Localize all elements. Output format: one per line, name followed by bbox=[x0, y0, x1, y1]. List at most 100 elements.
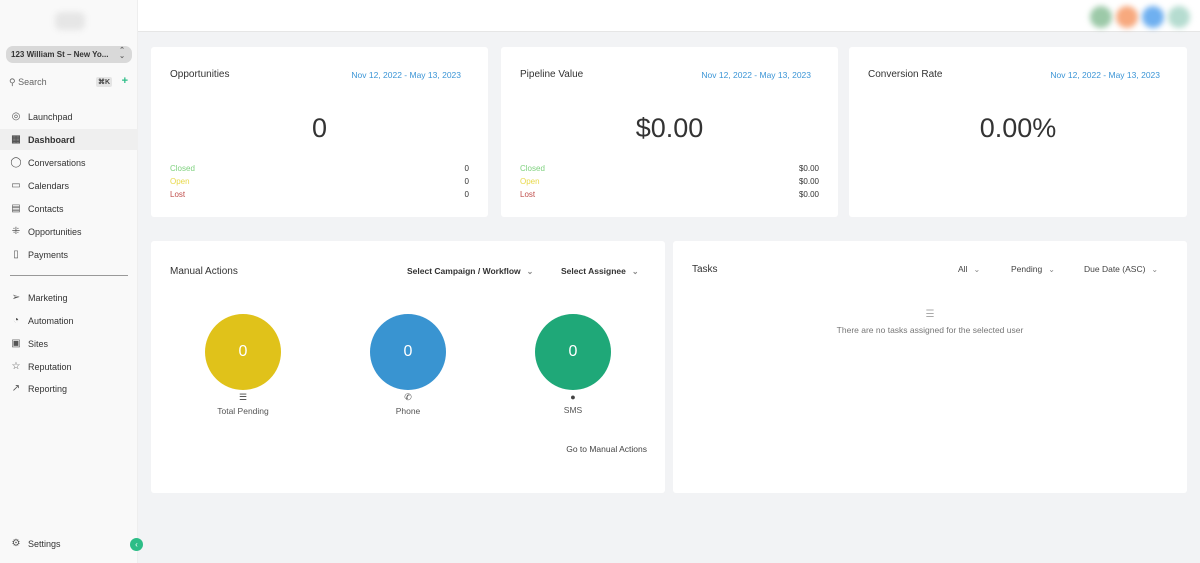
stat-row-open: Open 0 bbox=[170, 177, 469, 190]
chevron-down-icon: ⌄ bbox=[526, 267, 534, 276]
nav-label: Calendars bbox=[28, 180, 70, 191]
nav-label: Contacts bbox=[28, 203, 64, 214]
card-title: Conversion Rate bbox=[868, 69, 943, 80]
avatar[interactable] bbox=[1168, 6, 1190, 28]
sms-icon: ● bbox=[570, 392, 576, 402]
card-title: Tasks bbox=[692, 264, 718, 275]
automation-icon: ◔ bbox=[12, 315, 20, 326]
conversion-rate-card: Conversion Rate Nov 12, 2022 - May 13, 2… bbox=[849, 47, 1187, 217]
phone-circle[interactable]: 0 bbox=[370, 314, 446, 390]
nav-label: Reporting bbox=[28, 383, 68, 394]
row-label: Closed bbox=[520, 164, 545, 173]
sort-select[interactable]: Due Date (ASC) ⌄ bbox=[1084, 264, 1158, 274]
sidebar-item-sites[interactable]: ▣ Sites bbox=[0, 333, 138, 354]
row-label: Closed bbox=[170, 164, 195, 173]
stat-row-lost: Lost 0 bbox=[170, 190, 469, 203]
chevron-down-icon: ⌄ bbox=[973, 265, 981, 274]
select-label: All bbox=[958, 264, 968, 274]
stat-value: 0 bbox=[311, 113, 328, 143]
nav-label: Sites bbox=[28, 338, 49, 349]
chevron-down-icon: ⌄ bbox=[1151, 265, 1159, 274]
location-switcher[interactable]: 123 William St – New Yo... ⌃ ⌄ bbox=[6, 46, 132, 63]
card-title: Manual Actions bbox=[170, 266, 238, 277]
nav-label: Marketing bbox=[28, 292, 68, 303]
sites-icon: ▣ bbox=[11, 338, 21, 349]
nav-label: Dashboard bbox=[28, 134, 76, 145]
grid-icon: ▦ bbox=[11, 134, 21, 145]
card-title: Opportunities bbox=[170, 69, 230, 80]
nav-label: Launchpad bbox=[28, 111, 73, 122]
sidebar: 123 William St – New Yo... ⌃ ⌄ ⚲ Search ⌘K +… bbox=[0, 0, 138, 563]
user-filter[interactable]: All ⌄ bbox=[958, 264, 980, 274]
sidebar-item-reputation[interactable]: ☆ Reputation bbox=[0, 356, 138, 377]
search-input[interactable]: ⚲ Search ⌘K + bbox=[6, 74, 132, 90]
row-value: 0 bbox=[464, 164, 469, 173]
star-icon: ☆ bbox=[11, 361, 21, 372]
list-icon: ☰ bbox=[238, 392, 248, 402]
sidebar-item-calendars[interactable]: ▭ Calendars bbox=[0, 175, 138, 196]
avatar[interactable] bbox=[1090, 6, 1112, 28]
sidebar-item-contacts[interactable]: ▤ Contacts bbox=[0, 198, 138, 219]
stat-row-closed: Closed 0 bbox=[170, 164, 469, 177]
select-label: Select Assignee bbox=[561, 266, 626, 276]
status-filter[interactable]: Pending ⌄ bbox=[1011, 264, 1055, 274]
rocket-icon: ◎ bbox=[11, 111, 21, 122]
search-placeholder: Search bbox=[18, 77, 47, 87]
tasks-card: Tasks All ⌄ Pending ⌄ Due Date (ASC) ⌄ ☰ Th… bbox=[673, 241, 1187, 493]
nav-label: Payments bbox=[28, 249, 69, 260]
chevron-down-icon: ⌄ bbox=[631, 267, 639, 276]
sidebar-divider bbox=[10, 275, 128, 276]
sidebar-item-marketing[interactable]: ➢ Marketing bbox=[0, 287, 138, 308]
sidebar-item-reporting[interactable]: ↗ Reporting bbox=[0, 378, 138, 399]
total-pending-circle[interactable]: 0 bbox=[205, 314, 281, 390]
assignee-select[interactable]: Select Assignee ⌄ bbox=[561, 266, 639, 276]
stat-value: 0.00% bbox=[979, 113, 1057, 143]
sidebar-item-dashboard[interactable]: ▦ Dashboard bbox=[0, 129, 138, 150]
nav-label: Settings bbox=[28, 538, 61, 549]
row-value: $0.00 bbox=[798, 177, 819, 186]
select-label: Due Date (ASC) bbox=[1084, 264, 1146, 274]
calendar-icon: ▭ bbox=[11, 180, 21, 191]
row-label: Open bbox=[170, 177, 190, 186]
sidebar-item-settings[interactable]: ⚙ Settings bbox=[0, 533, 138, 554]
nav-label: Reputation bbox=[28, 361, 72, 372]
sidebar-item-automation[interactable]: ◔ Automation bbox=[0, 310, 138, 331]
nav-label: Automation bbox=[28, 315, 74, 326]
opportunities-card: Opportunities Nov 12, 2022 - May 13, 202… bbox=[151, 47, 488, 217]
select-label: Pending bbox=[1011, 264, 1043, 274]
avatar[interactable] bbox=[1116, 6, 1138, 28]
stat-row-open: Open $0.00 bbox=[520, 177, 819, 190]
chat-icon: ◯ bbox=[10, 157, 22, 168]
sidebar-item-payments[interactable]: ▯ Payments bbox=[0, 244, 138, 265]
collapse-sidebar-button[interactable]: ‹ bbox=[130, 538, 143, 551]
nav-label: Conversations bbox=[28, 157, 86, 168]
sidebar-item-opportunities[interactable]: ⁜ Opportunities bbox=[0, 221, 138, 242]
quick-add-button[interactable]: + bbox=[121, 75, 128, 87]
campaign-select[interactable]: Select Campaign / Workflow ⌄ bbox=[407, 266, 533, 276]
sidebar-item-launchpad[interactable]: ◎ Launchpad bbox=[0, 106, 138, 127]
send-icon: ➢ bbox=[11, 292, 21, 303]
date-range[interactable]: Nov 12, 2022 - May 13, 2023 bbox=[1050, 70, 1160, 80]
circle-label: Total Pending bbox=[217, 406, 269, 416]
search-icon: ⚲ bbox=[9, 77, 16, 87]
manual-actions-card: Manual Actions Select Campaign / Workflo… bbox=[151, 241, 665, 493]
date-range[interactable]: Nov 12, 2022 - May 13, 2023 bbox=[351, 70, 461, 80]
go-to-manual-actions-link[interactable]: Go to Manual Actions bbox=[566, 444, 647, 454]
phone-label: ✆ Phone bbox=[358, 392, 458, 416]
total-pending-label: ☰ Total Pending bbox=[193, 392, 293, 416]
sms-label: ● SMS bbox=[523, 392, 623, 415]
updown-icon: ⌃ ⌄ bbox=[119, 47, 125, 60]
location-label: 123 William St – New Yo... bbox=[11, 50, 109, 59]
circle-label: SMS bbox=[563, 405, 583, 415]
gear-icon: ⚙ bbox=[11, 538, 21, 549]
empty-state-message: There are no tasks assigned for the sele… bbox=[836, 325, 1024, 335]
card-title: Pipeline Value bbox=[520, 69, 584, 80]
row-value: 0 bbox=[464, 190, 469, 199]
chevron-down-icon: ⌄ bbox=[1048, 265, 1055, 274]
sidebar-item-conversations[interactable]: ◯ Conversations bbox=[0, 152, 138, 173]
avatar[interactable] bbox=[1142, 6, 1164, 28]
date-range[interactable]: Nov 12, 2022 - May 13, 2023 bbox=[701, 70, 811, 80]
contacts-icon: ▤ bbox=[11, 203, 21, 214]
sms-circle[interactable]: 0 bbox=[535, 314, 611, 390]
row-label: Open bbox=[520, 177, 540, 186]
